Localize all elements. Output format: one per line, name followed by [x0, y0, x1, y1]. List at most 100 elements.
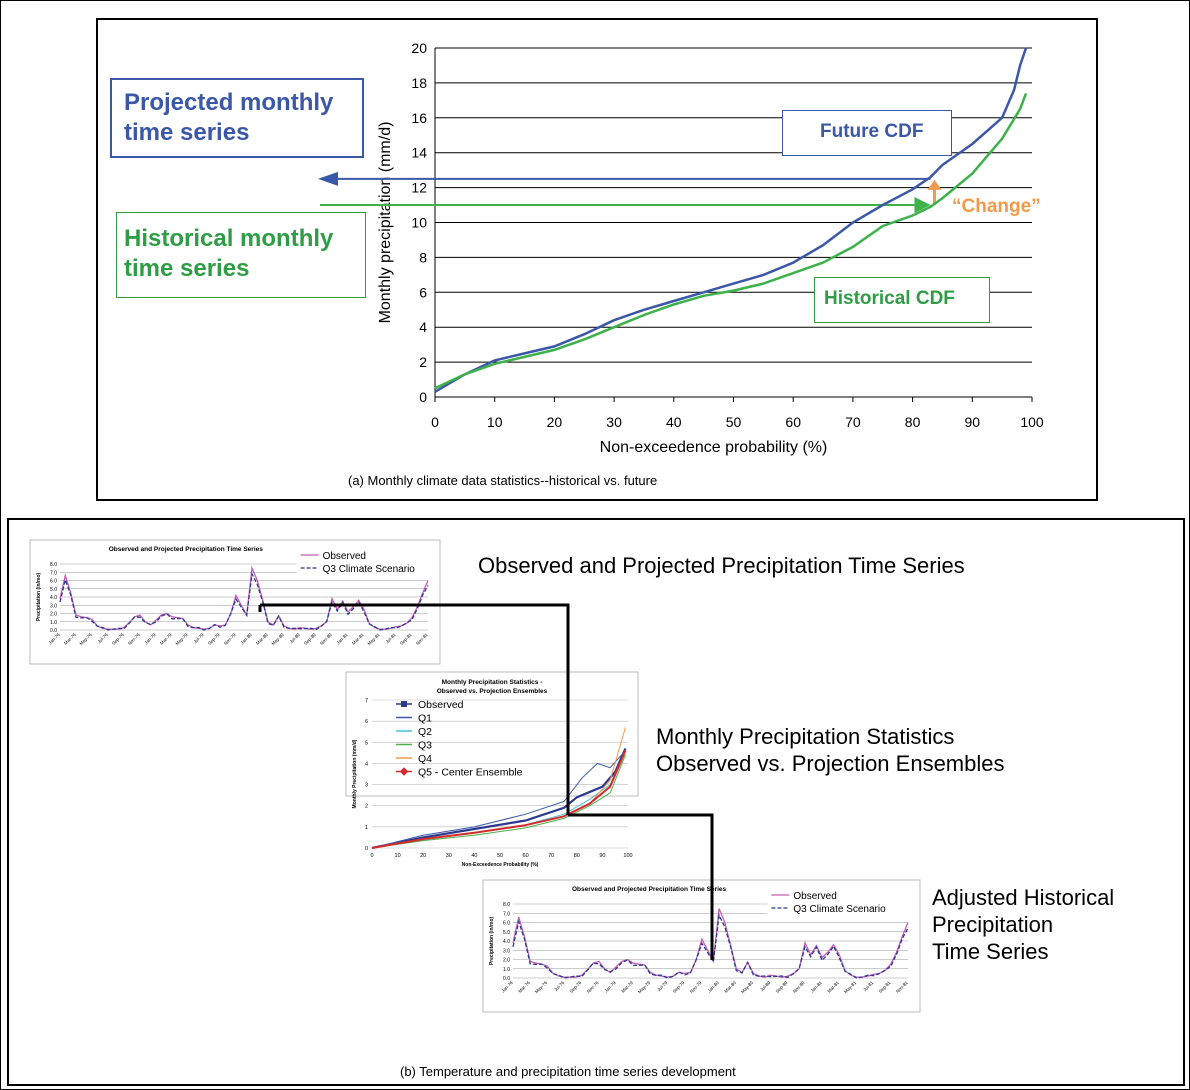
mini-cdf-q3-line — [371, 754, 626, 849]
historical-series-box — [116, 212, 366, 298]
top-ts-legend-observed: Observed — [323, 551, 366, 562]
mini-cdf-y-tick-label: 1 — [365, 825, 368, 831]
panel-a-frame — [96, 18, 1098, 501]
top-ts-y-tick-label: 7.0 — [50, 570, 57, 576]
label-adjusted-historical: Adjusted Historical Precipitation Time S… — [932, 885, 1115, 964]
x-tick-label: 60 — [785, 414, 801, 430]
y-tick-label: 10 — [411, 215, 427, 231]
y-tick-label: 16 — [411, 110, 427, 126]
bottom-ts-y-tick-label: 1.0 — [503, 967, 510, 973]
bottom-ts-y-axis-label: Precipitation (in/mo) — [489, 917, 495, 966]
mini-cdf-legend-marker — [401, 701, 407, 707]
mini-cdf-x-tick-label: 30 — [446, 853, 452, 859]
top-ts-y-tick-label: 6.0 — [50, 579, 57, 585]
top-ts-y-axis-label: Precipitation (in/mo) — [36, 573, 42, 622]
bottom-ts-thumbnail: Observed and Projected Precipitation Tim… — [482, 879, 921, 1013]
mini-cdf-legend-item: Q2 — [418, 726, 432, 738]
y-tick-label: 12 — [411, 180, 427, 196]
mini-cdf-x-tick-label: 60 — [523, 853, 529, 859]
bottom-ts-y-tick-label: 6.0 — [503, 921, 510, 927]
panel-a-caption: (a) Monthly climate data statistics--his… — [348, 473, 658, 488]
mini-cdf-x-tick-label: 0 — [370, 853, 373, 859]
historical-series-label: Historical monthly time series — [124, 225, 334, 282]
top-ts-y-tick-label: 8.0 — [50, 562, 57, 568]
mini-cdf-q1-line — [371, 750, 626, 849]
x-tick-label: 10 — [487, 414, 503, 430]
top-ts-y-tick-label: 1.0 — [50, 620, 57, 626]
mini-cdf-y-axis-label: Monthly Precipitation (mm/d) — [352, 739, 358, 808]
y-tick-label: 8 — [419, 249, 427, 265]
mini-cdf-title: Monthly Precipitation Statistics - — [442, 679, 543, 686]
y-axis-label: Monthly precipitation (mm/d) — [377, 122, 394, 324]
mini-cdf-legend-item: Observed — [418, 699, 464, 711]
future-cdf-label: Future CDF — [820, 121, 924, 142]
bottom-ts-y-tick-label: 8.0 — [503, 902, 510, 908]
bottom-ts-y-tick-label: 3.0 — [503, 948, 510, 954]
bottom-ts-y-tick-label: 2.0 — [503, 958, 510, 964]
projected-series-label: Projected monthly time series — [124, 89, 334, 146]
mini-cdf-y-tick-label: 5 — [365, 740, 368, 746]
mini-cdf-frame — [345, 671, 639, 797]
x-tick-label: 40 — [666, 414, 682, 430]
top-ts-y-tick-label: 3.0 — [50, 603, 57, 609]
mini-cdf-x-axis-label: Non-Exceedence Probability (%) — [462, 862, 539, 868]
x-tick-label: 100 — [1020, 414, 1044, 430]
label-observed-projected: Observed and Projected Precipitation Tim… — [478, 553, 965, 578]
x-axis-label: Non-exceedence probability (%) — [600, 439, 828, 456]
connector-top-to-cdf — [260, 603, 570, 815]
bottom-ts-y-tick-label: 7.0 — [503, 911, 510, 917]
x-tick-label: 50 — [726, 414, 742, 430]
projected-arrowhead — [318, 171, 338, 186]
mini-cdf-legend-item: Q5 - Center Ensemble — [418, 767, 523, 779]
x-tick-label: 20 — [547, 414, 563, 430]
mini-cdf-legend-item: Q4 — [418, 753, 432, 765]
mini-cdf-x-tick-label: 80 — [574, 853, 580, 859]
panel-b-caption: (b) Temperature and precipitation time s… — [400, 1064, 736, 1079]
x-tick-label: 0 — [431, 414, 439, 430]
y-tick-label: 2 — [419, 354, 427, 370]
future-cdf-line — [434, 47, 1028, 393]
projected-series-box — [110, 78, 364, 158]
top-ts-legend-bg — [296, 546, 436, 574]
y-tick-label: 18 — [411, 75, 427, 91]
mini-cdf-legend-item: Q3 — [418, 740, 432, 752]
change-label: “Change” — [952, 196, 1041, 217]
mini-cdf-x-tick-label: 50 — [497, 853, 503, 859]
bottom-ts-y-tick-label: 0.0 — [503, 976, 510, 982]
y-tick-label: 14 — [411, 145, 427, 161]
mini-cdf-y-tick-label: 2 — [365, 804, 368, 810]
mini-cdf-y-tick-label: 7 — [365, 698, 368, 704]
top-ts-y-tick-label: 2.0 — [50, 612, 57, 618]
bottom-ts-legend-observed: Observed — [793, 891, 836, 902]
top-ts-legend-q3: Q3 Climate Scenario — [323, 564, 416, 575]
top-ts-q3-line — [59, 571, 429, 631]
mini-cdf-x-tick-label: 100 — [623, 853, 632, 859]
x-tick-label: 90 — [965, 414, 981, 430]
mini-cdf-x-tick-label: 70 — [548, 853, 554, 859]
mini-cdf-y-tick-label: 4 — [365, 761, 368, 767]
mini-cdf-x-tick-label: 20 — [420, 853, 426, 859]
x-tick-label: 70 — [845, 414, 861, 430]
top-ts-y-tick-label: 5.0 — [50, 587, 57, 593]
x-tick-label: 80 — [905, 414, 921, 430]
historical-cdf-box — [814, 277, 990, 323]
future-cdf-box — [782, 110, 952, 156]
bottom-ts-legend-bg — [767, 886, 916, 914]
mini-cdf-x-tick-label: 10 — [395, 853, 401, 859]
mini-cdf-y-tick-label: 0 — [365, 846, 368, 852]
label-monthly-statistics: Monthly Precipitation Statistics Observe… — [656, 724, 1005, 776]
x-tick-label: 30 — [606, 414, 622, 430]
top-ts-y-tick-label: 4.0 — [50, 595, 57, 601]
bottom-ts-title: Observed and Projected Precipitation Tim… — [572, 886, 727, 893]
mini-cdf-y-tick-label: 6 — [365, 719, 368, 725]
y-tick-label: 20 — [411, 40, 427, 56]
top-ts-y-tick-label: 0.0 — [50, 628, 57, 634]
mini-cdf-q5-center-ensemble-line — [371, 750, 627, 849]
mini-cdf-legend-item: Q1 — [418, 713, 432, 725]
top-ts-title: Observed and Projected Precipitation Tim… — [109, 546, 264, 553]
bottom-ts-q3-line — [512, 913, 909, 979]
mini-cdf-x-tick-label: 90 — [599, 853, 605, 859]
y-tick-label: 6 — [419, 284, 427, 300]
